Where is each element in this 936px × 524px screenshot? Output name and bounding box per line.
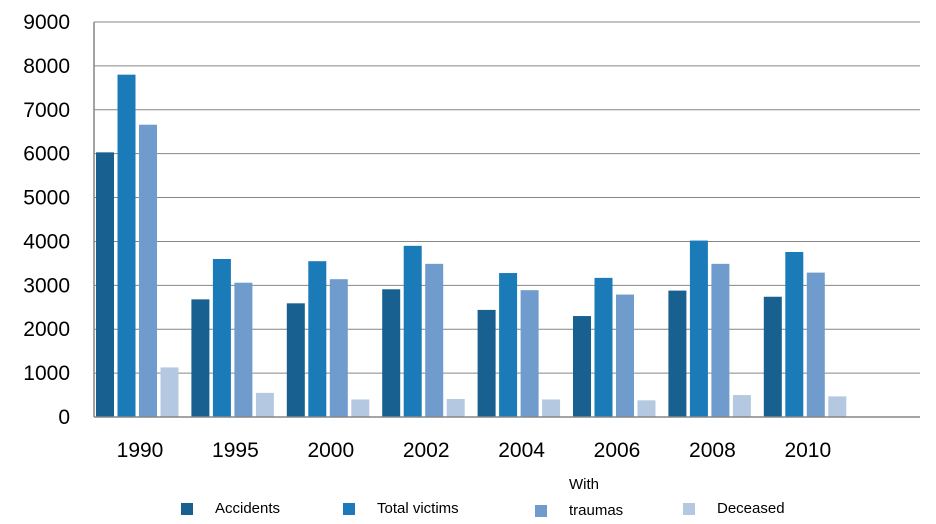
- x-tick-label: 2006: [594, 439, 641, 462]
- legend-swatch: [683, 503, 695, 515]
- y-tick-label: 8000: [23, 55, 70, 78]
- legend-label: Total victims: [377, 500, 459, 517]
- bar-accidents-2008: [668, 290, 687, 417]
- legend-item-deceased: Deceased: [683, 496, 785, 522]
- y-axis-ticks: 0 1000 2000 3000 4000 5000 6000 7000 8000 9000: [23, 11, 70, 429]
- bar-with-traumas-1990: [139, 124, 157, 417]
- bar-with-traumas-2000: [329, 279, 348, 417]
- legend-swatch: [535, 505, 547, 517]
- y-tick-label: 0: [58, 406, 70, 429]
- legend-label: Deceased: [717, 500, 785, 517]
- x-tick-label: 1990: [117, 439, 164, 462]
- bar-with-traumas-2006: [616, 294, 634, 417]
- bar-with-traumas-1995: [234, 282, 253, 417]
- y-tick-label: 9000: [23, 11, 70, 34]
- x-tick-label: 2008: [689, 439, 736, 462]
- bar-deceased-1990: [160, 367, 179, 417]
- bar-deceased-2004: [542, 399, 561, 417]
- gridlines: [94, 21, 920, 374]
- bar-deceased-2006: [637, 400, 656, 417]
- bar-accidents-2004: [477, 309, 496, 417]
- bar-with-traumas-2010: [806, 272, 825, 417]
- bar-total-victims-1995: [212, 259, 231, 417]
- bar-with-traumas-2008: [711, 263, 730, 417]
- legend: Accidents Total victims With traumas Dec…: [0, 468, 936, 523]
- legend-swatch: [181, 503, 193, 515]
- bar-deceased-2000: [351, 399, 370, 417]
- bar-accidents-1995: [191, 299, 210, 417]
- legend-item-accidents: Accidents: [181, 496, 280, 522]
- y-tick-label: 5000: [23, 187, 70, 210]
- bar-total-victims-2004: [499, 273, 518, 417]
- bars: [96, 74, 847, 418]
- legend-swatch: [343, 503, 355, 515]
- y-tick-label: 4000: [23, 230, 70, 253]
- x-axis-ticks: 1990 1995 2000 2002 2004 2006 2008 2010: [117, 439, 832, 462]
- bar-accidents-2010: [763, 296, 782, 417]
- legend-item-total-victims: Total victims: [343, 496, 459, 522]
- bar-deceased-2002: [446, 399, 465, 417]
- bar-with-traumas-2002: [425, 263, 444, 417]
- bar-with-traumas-2004: [520, 290, 539, 417]
- bar-total-victims-2002: [403, 245, 422, 417]
- x-tick-label: 2010: [784, 439, 831, 462]
- legend-item-with-traumas: With traumas: [535, 472, 623, 524]
- x-tick-label: 2004: [498, 439, 545, 462]
- bar-accidents-2002: [382, 289, 401, 417]
- bar-accidents-2006: [573, 316, 591, 417]
- bar-total-victims-2000: [308, 261, 327, 417]
- bar-total-victims-2010: [785, 251, 804, 417]
- y-tick-label: 2000: [23, 318, 70, 341]
- legend-label: Accidents: [215, 500, 281, 517]
- y-tick-label: 1000: [23, 362, 70, 385]
- bar-total-victims-2006: [594, 277, 613, 417]
- bar-accidents-2000: [286, 303, 305, 417]
- y-tick-label: 7000: [23, 99, 70, 122]
- bar-deceased-1995: [255, 392, 274, 417]
- bar-chart: 0 1000 2000 3000 4000 5000 6000 7000 8000 9000 19…: [23, 11, 920, 462]
- y-tick-label: 3000: [23, 274, 70, 297]
- x-tick-label: 1995: [212, 439, 259, 462]
- y-tick-label: 6000: [23, 143, 70, 166]
- bar-accidents-1990: [96, 152, 114, 417]
- bar-deceased-2010: [828, 396, 847, 417]
- x-tick-label: 2002: [403, 439, 450, 462]
- bar-total-victims-2008: [689, 240, 708, 417]
- bar-deceased-2008: [732, 395, 751, 417]
- legend-label: With traumas: [569, 476, 624, 519]
- x-tick-label: 2000: [307, 439, 354, 462]
- bar-total-victims-1990: [117, 74, 136, 418]
